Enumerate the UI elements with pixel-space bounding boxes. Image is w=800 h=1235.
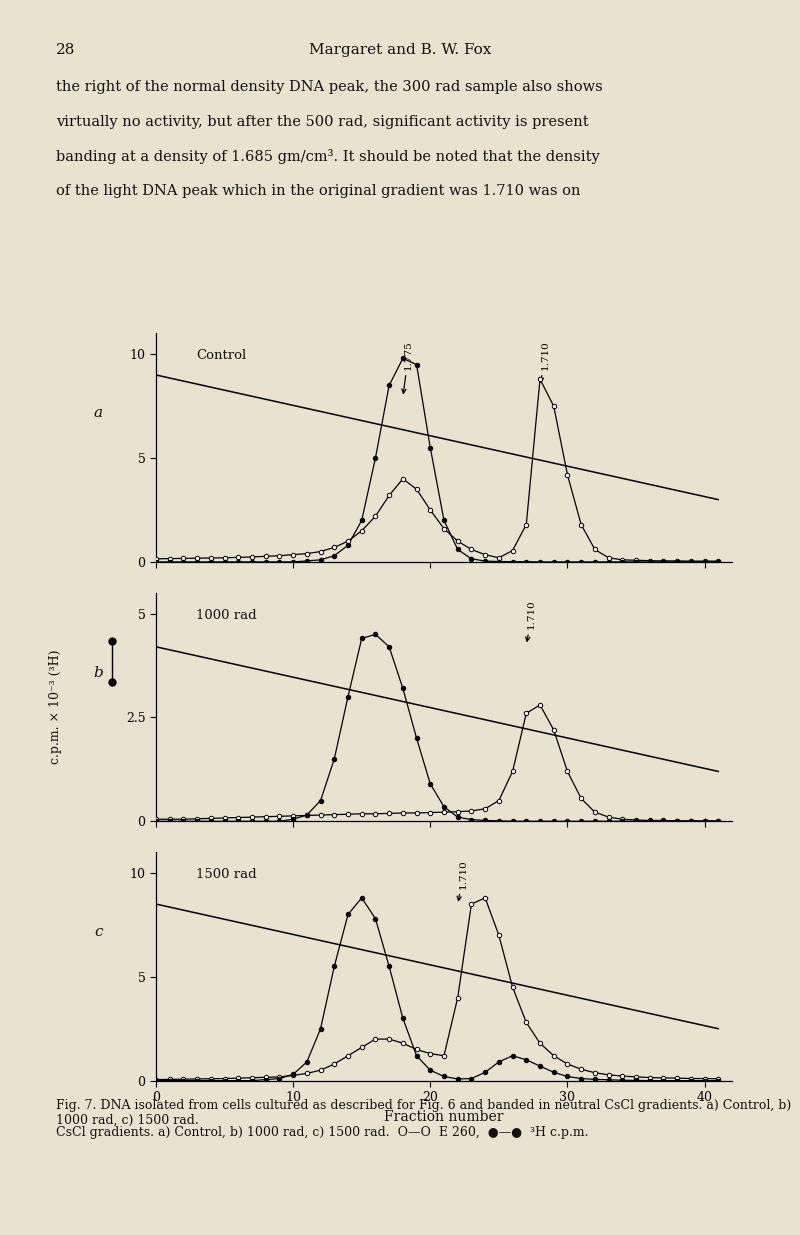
Text: c: c: [94, 925, 102, 939]
Text: 1.775: 1.775: [402, 341, 413, 393]
Text: the right of the normal density DNA peak, the 300 rad sample also shows: the right of the normal density DNA peak…: [56, 80, 602, 94]
Text: of the light DNA peak which in the original gradient was 1.710 was on: of the light DNA peak which in the origi…: [56, 184, 581, 198]
Text: Margaret and B. W. Fox: Margaret and B. W. Fox: [309, 43, 491, 57]
Text: 28: 28: [56, 43, 75, 57]
Text: Control: Control: [196, 350, 246, 362]
Text: Fig. 7. DNA isolated from cells cultured as described for Fig. 6 and banded in n: Fig. 7. DNA isolated from cells cultured…: [56, 1099, 791, 1128]
Text: 1.710: 1.710: [539, 341, 550, 382]
Text: 1.710: 1.710: [526, 600, 536, 641]
X-axis label: Fraction number: Fraction number: [384, 1109, 504, 1124]
Text: c.p.m. × 10⁻³ (³H): c.p.m. × 10⁻³ (³H): [50, 650, 62, 764]
Text: 1500 rad: 1500 rad: [196, 868, 257, 881]
Text: b: b: [94, 666, 103, 679]
Text: a: a: [94, 406, 103, 420]
Text: banding at a density of 1.685 gm/cm³. It should be noted that the density: banding at a density of 1.685 gm/cm³. It…: [56, 149, 600, 164]
Text: 1.710: 1.710: [457, 860, 468, 900]
Text: virtually no activity, but after the 500 rad, significant activity is present: virtually no activity, but after the 500…: [56, 115, 589, 128]
Text: 1000 rad: 1000 rad: [196, 609, 257, 621]
Text: CsCl gradients. a) Control, b) 1000 rad, c) 1500 rad.  O—O  E 260,  ●—●  ³H c.p.: CsCl gradients. a) Control, b) 1000 rad,…: [56, 1126, 589, 1140]
